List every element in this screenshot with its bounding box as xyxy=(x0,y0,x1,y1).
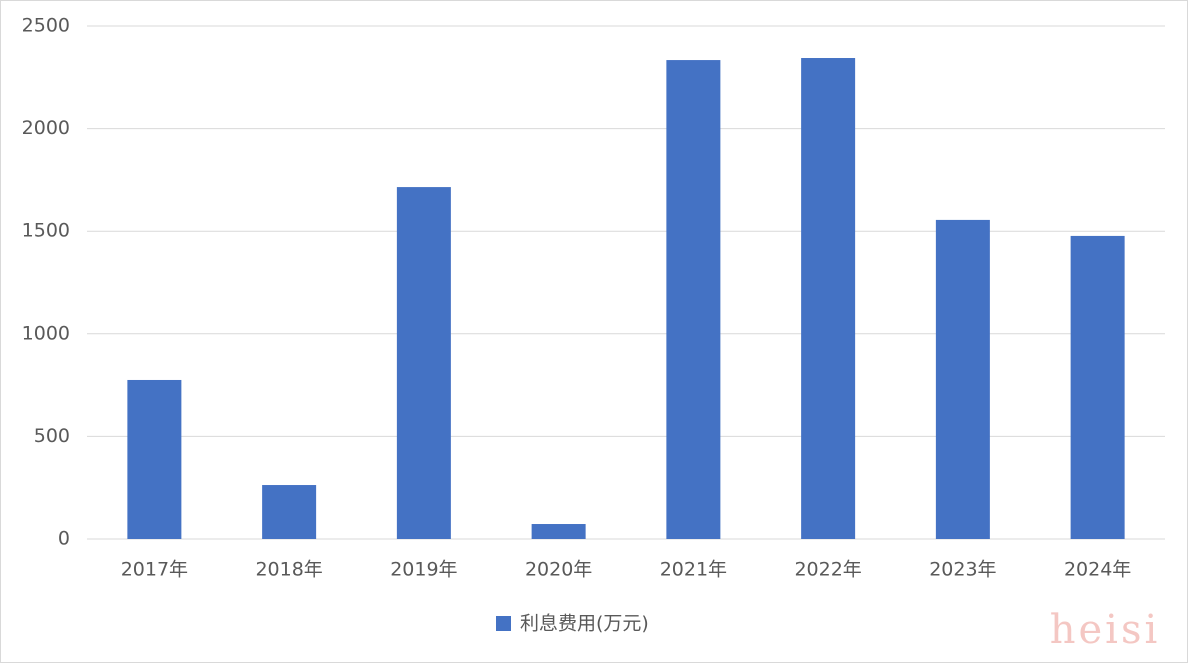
bar xyxy=(935,219,990,539)
y-tick-label: 1000 xyxy=(22,322,70,344)
bar xyxy=(262,485,317,539)
bar xyxy=(531,524,586,539)
bar xyxy=(1070,235,1125,539)
y-tick-label: 1500 xyxy=(22,220,70,242)
bar xyxy=(127,379,182,539)
legend-label: 利息费用(万元) xyxy=(520,613,649,635)
x-tick-label: 2024年 xyxy=(1064,559,1131,581)
x-tick-label: 2017年 xyxy=(121,559,188,581)
bar xyxy=(801,58,856,539)
x-tick-label: 2019年 xyxy=(390,559,457,581)
y-tick-label: 2500 xyxy=(22,15,70,37)
x-tick-label: 2018年 xyxy=(255,559,322,581)
x-tick-label: 2022年 xyxy=(794,559,861,581)
bar xyxy=(666,60,721,539)
y-tick-label: 0 xyxy=(58,528,70,550)
legend-swatch xyxy=(496,616,511,631)
y-tick-label: 2000 xyxy=(22,117,70,139)
x-tick-label: 2020年 xyxy=(525,559,592,581)
bar xyxy=(396,187,451,539)
x-tick-label: 2021年 xyxy=(660,559,727,581)
watermark: heisi xyxy=(1050,607,1161,653)
y-tick-label: 500 xyxy=(34,425,70,447)
x-tick-label: 2023年 xyxy=(929,559,996,581)
